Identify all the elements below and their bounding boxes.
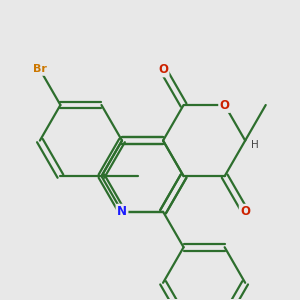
Text: Br: Br [33,64,47,74]
Text: O: O [240,205,250,218]
Text: O: O [220,98,230,112]
Text: O: O [158,63,168,76]
Text: H: H [250,140,258,150]
Text: N: N [117,205,127,218]
